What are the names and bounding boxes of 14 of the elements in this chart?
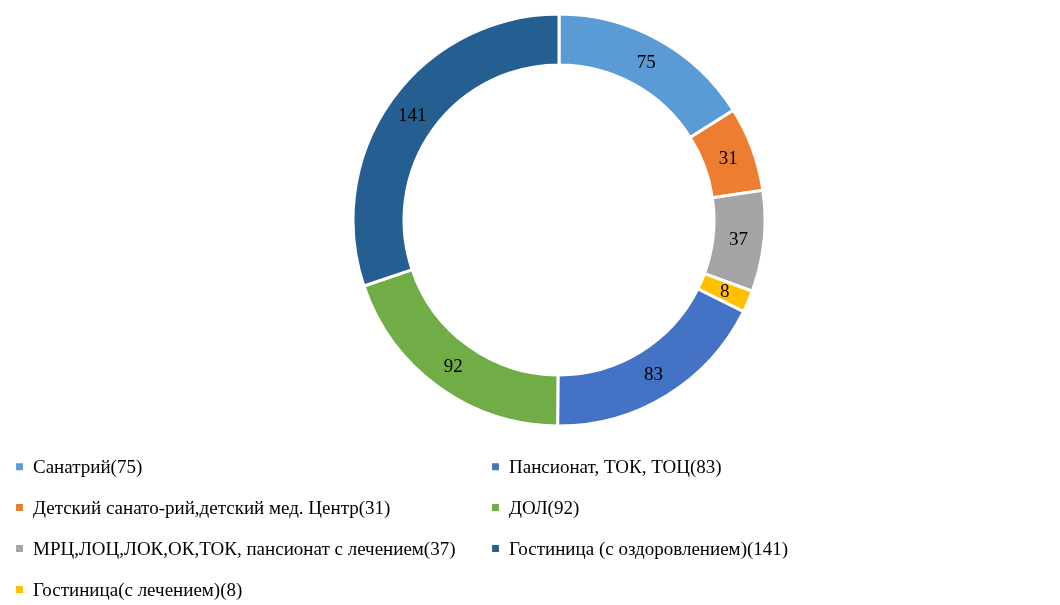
data-label: 83 [644, 362, 664, 384]
data-label: 8 [720, 280, 730, 302]
legend-label: ДОЛ(92) [509, 496, 580, 519]
legend-label: Гостиница (с оздоровлением)(141) [509, 537, 789, 560]
legend-label: Детский санато-рий,детский мед. Центр(31) [33, 496, 391, 519]
data-label: 75 [636, 50, 656, 72]
legend-label: Гостиница(с лечением)(8) [33, 578, 243, 601]
data-label: 141 [398, 103, 427, 125]
legend-label: Санатрий(75) [33, 455, 143, 478]
data-label: 31 [718, 146, 738, 168]
data-label: 92 [443, 355, 463, 377]
legend-label: МРЦ,ЛОЦ,ЛОК,ОК,ТОК, пансионат с лечением(37) [33, 537, 456, 560]
legend-label: Пансионат, ТОК, ТОЦ(83) [509, 455, 722, 478]
data-label: 37 [729, 227, 749, 249]
